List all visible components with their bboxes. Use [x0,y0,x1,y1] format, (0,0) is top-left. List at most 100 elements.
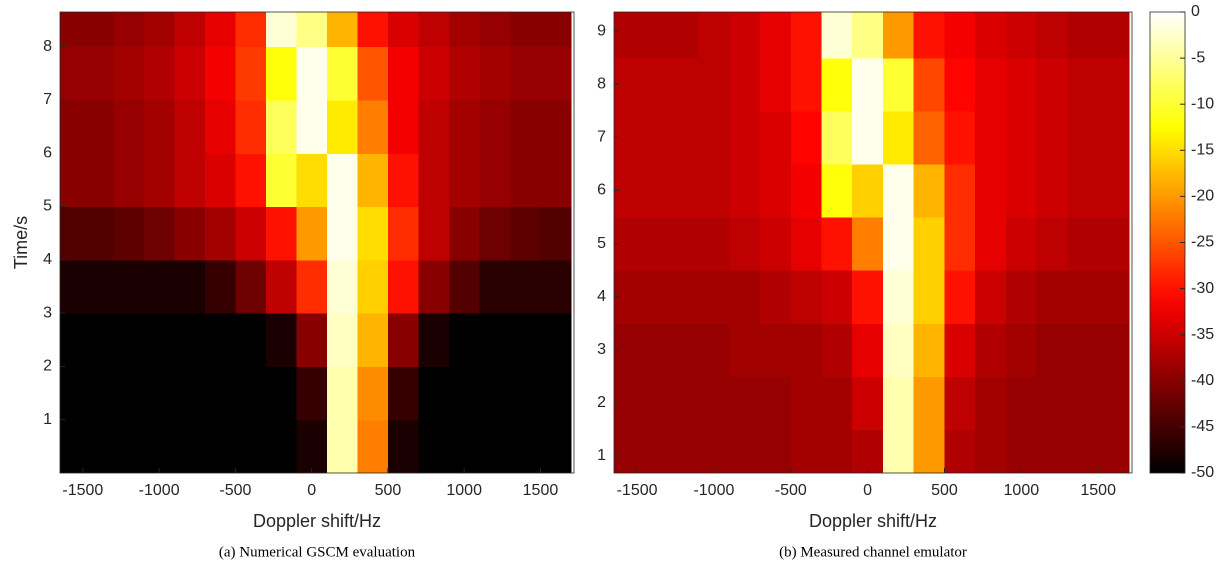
colorbar-tick-label: -40 [1191,372,1214,389]
heatmap-cell [448,153,481,208]
x-tick-label: -1000 [693,482,734,499]
heatmap-cell [698,217,730,271]
heatmap-cell [667,217,700,271]
heatmap-cell [143,419,175,473]
heatmap-cell [479,99,511,154]
heatmap-cell [82,99,114,154]
heatmap-cell [760,323,792,377]
y-tick-label: 1 [597,447,606,464]
heatmap-cell [296,99,328,154]
heatmap-cell [357,313,389,368]
heatmap-cell [174,366,206,421]
heatmap-cell [326,313,359,368]
heatmap-cell [760,57,792,112]
heatmap-cell [821,376,853,431]
heatmap-cell [174,99,206,154]
heatmap-cell [540,206,572,261]
heatmap-cell [729,217,761,271]
heatmap-cell [509,366,542,421]
heatmap-cell [1005,163,1038,218]
heatmap-cell [882,12,915,59]
heatmap-cell [113,99,145,154]
heatmap-cell [296,12,328,48]
heatmap-cell [1098,270,1130,324]
heatmap-cell [882,270,915,324]
heatmap-cell [667,323,700,377]
heatmap-cell [1036,110,1069,165]
x-tick-label: 1000 [1004,482,1040,499]
heatmap-cell [387,259,420,314]
plot-frame [59,11,575,474]
heatmap-cell [82,153,114,208]
colorbar-tick-label: -5 [1191,49,1205,66]
heatmap-cell [821,57,853,112]
heatmap-cell [296,153,328,208]
y-tick-label: 7 [597,129,606,146]
x-tick-label: 500 [375,482,402,499]
y-tick-label: 8 [43,38,52,55]
heatmap-cell [729,376,761,431]
heatmap-cell [729,110,761,165]
heatmap-cell [143,313,175,368]
heatmap-cell [637,110,669,165]
heatmap-cell [913,163,946,218]
heatmap-cell [1067,429,1099,473]
heatmap-cell [1036,270,1069,324]
heatmap-cell [729,429,761,473]
heatmap-cell [296,206,328,261]
heatmap-cell [852,163,884,218]
heatmap-cell [975,163,1007,218]
y-tick-label: 3 [43,304,52,321]
heatmap-cell [448,46,481,101]
heatmap-cell [667,163,700,218]
colorbar-tick-label: -25 [1191,234,1214,251]
x-tick-label: -1500 [617,482,658,499]
x-axis-label: Doppler shift/Hz [809,511,937,531]
heatmap-cell [204,12,237,48]
heatmap-cell [357,366,389,421]
heatmap-cell [509,419,542,473]
heatmap-cell [882,323,915,377]
heatmap-cell [387,99,420,154]
heatmap-cell [509,46,542,101]
heatmap-cell [913,217,946,271]
heatmap-cell [944,217,976,271]
heatmap-cell [729,323,761,377]
heatmap-cell [479,46,511,101]
heatmap-cell [326,46,359,101]
heatmap-cell [975,110,1007,165]
heatmap-cell [1005,429,1038,473]
heatmap-cell [913,12,946,59]
heatmap-cell [975,12,1007,59]
colorbar-tick-label: -20 [1191,188,1214,205]
heatmap-cell [204,259,237,314]
y-tick-label: 4 [43,251,52,268]
heatmap-cell [1067,376,1099,431]
heatmap-cell [387,366,420,421]
heatmap-cell [296,46,328,101]
heatmap-cell [479,153,511,208]
heatmap-cell [357,12,389,48]
heatmap-cell [944,270,976,324]
heatmap-cell [637,163,669,218]
heatmap-cell [540,153,572,208]
heatmap-cell [1098,110,1130,165]
heatmap-cell [265,46,298,101]
heatmap-cell [637,376,669,431]
heatmap-cell [418,419,450,473]
heatmap-cell [540,46,572,101]
heatmap-cell [614,12,638,59]
heatmap-cell [60,153,84,208]
heatmap-cell [509,99,542,154]
heatmap-cell [509,313,542,368]
heatmap-cell [204,313,237,368]
heatmap-cell [418,313,450,368]
y-tick-label: 3 [597,341,606,358]
heatmap-cell [235,153,267,208]
heatmap-cell [760,110,792,165]
heatmap-cell [1036,57,1069,112]
heatmap-cell [204,99,237,154]
heatmap-cell [698,429,730,473]
heatmap-cell [852,429,884,473]
heatmap-cell [614,376,638,431]
